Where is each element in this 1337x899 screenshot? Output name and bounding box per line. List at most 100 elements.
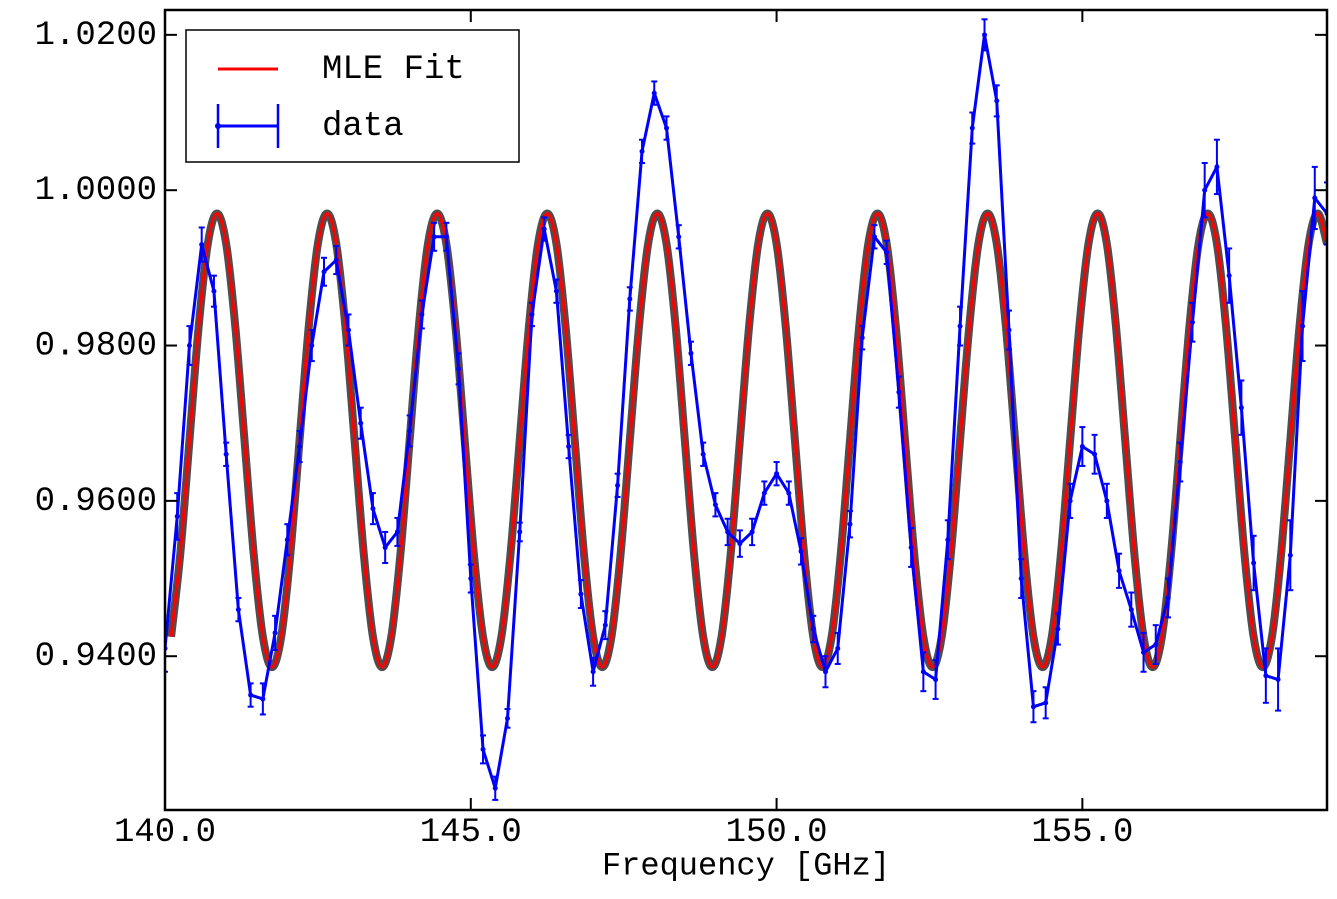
data-point	[419, 311, 425, 317]
data-point	[199, 242, 205, 248]
data-point	[407, 428, 413, 434]
data-point	[1104, 498, 1110, 504]
data-point	[725, 529, 731, 535]
data-point	[774, 471, 780, 477]
data-point	[1238, 405, 1244, 411]
data-point	[223, 451, 229, 457]
data-point	[994, 98, 1000, 104]
legend-box	[185, 29, 520, 163]
data-point	[1055, 626, 1061, 632]
data-point	[1141, 649, 1147, 655]
plot-area	[165, 18, 1327, 801]
data-point	[1251, 560, 1257, 566]
data-point	[333, 257, 339, 263]
y-tick-label: 0.9600	[35, 483, 157, 521]
legend-label: MLE Fit	[322, 51, 465, 89]
data-point	[492, 785, 498, 791]
data-point	[1092, 451, 1098, 457]
data-point	[504, 715, 510, 721]
data-point	[566, 444, 572, 450]
data-point	[456, 366, 462, 372]
data-point	[345, 327, 351, 333]
x-tick-label: 145.0	[420, 814, 522, 852]
data-point	[676, 234, 682, 240]
data-point	[1202, 187, 1208, 193]
data-point	[871, 234, 877, 240]
y-tick-label: 0.9800	[35, 328, 157, 366]
data-point	[896, 389, 902, 395]
data-point	[835, 645, 841, 651]
fit-line	[169, 211, 1327, 669]
data-point	[602, 622, 608, 628]
data-point	[578, 591, 584, 597]
data-point	[1079, 444, 1085, 450]
y-tick-label: 1.0000	[35, 172, 157, 210]
legend-label: data	[322, 108, 404, 146]
data-point	[1006, 327, 1012, 333]
data-point	[884, 249, 890, 255]
data-point	[639, 148, 645, 154]
data-point	[260, 696, 266, 702]
data-point	[321, 269, 327, 275]
data-point	[1214, 164, 1220, 170]
data-point	[1116, 568, 1122, 574]
data-point	[651, 90, 657, 96]
data-point	[1043, 700, 1049, 706]
x-axis-label: Frequency [GHz]	[602, 847, 890, 884]
data-point	[786, 490, 792, 496]
data-point	[382, 544, 388, 550]
data-point	[908, 544, 914, 550]
data-point	[761, 490, 767, 496]
data-point	[235, 607, 241, 613]
data-point	[798, 548, 804, 554]
data-point	[1312, 195, 1318, 201]
y-tick-label: 1.0200	[35, 17, 157, 55]
y-tick-label: 0.9400	[35, 638, 157, 676]
data-point	[211, 288, 217, 294]
data-point	[370, 506, 376, 512]
data-point	[394, 529, 400, 535]
data-point	[529, 311, 535, 317]
data-point	[688, 350, 694, 356]
data-point	[272, 630, 278, 636]
data-point	[737, 541, 743, 547]
data-point	[480, 746, 486, 752]
data-point	[957, 323, 963, 329]
data-point	[431, 234, 437, 240]
data-point	[248, 692, 254, 698]
data-point	[823, 669, 829, 675]
data-point	[517, 529, 523, 535]
data-point	[1287, 552, 1293, 558]
data-point	[615, 482, 621, 488]
data-point	[553, 288, 559, 294]
data-point	[1128, 607, 1134, 613]
data-point	[186, 343, 192, 349]
x-tick-label: 150.0	[726, 814, 828, 852]
data-point	[1018, 576, 1024, 582]
x-tick-label: 140.0	[114, 814, 216, 852]
data-point	[309, 343, 315, 349]
data-point	[663, 125, 669, 131]
data-point	[174, 513, 180, 519]
data-point	[700, 451, 706, 457]
axes-frame	[163, 8, 1329, 812]
data-point	[847, 521, 853, 527]
legend-swatch	[215, 123, 221, 129]
data-point	[1177, 459, 1183, 465]
data-point	[945, 537, 951, 543]
data-point	[749, 529, 755, 535]
data-point	[1300, 323, 1306, 329]
data-point	[1165, 595, 1171, 601]
data-point	[297, 444, 303, 450]
data-point	[358, 420, 364, 426]
data-point	[627, 296, 633, 302]
data-point	[810, 626, 816, 632]
data-point	[1030, 704, 1036, 710]
data-point	[920, 669, 926, 675]
data-point	[969, 125, 975, 131]
data-point	[1263, 673, 1269, 679]
data-point	[541, 226, 547, 232]
data-point	[1153, 642, 1159, 648]
data-point	[468, 576, 474, 582]
